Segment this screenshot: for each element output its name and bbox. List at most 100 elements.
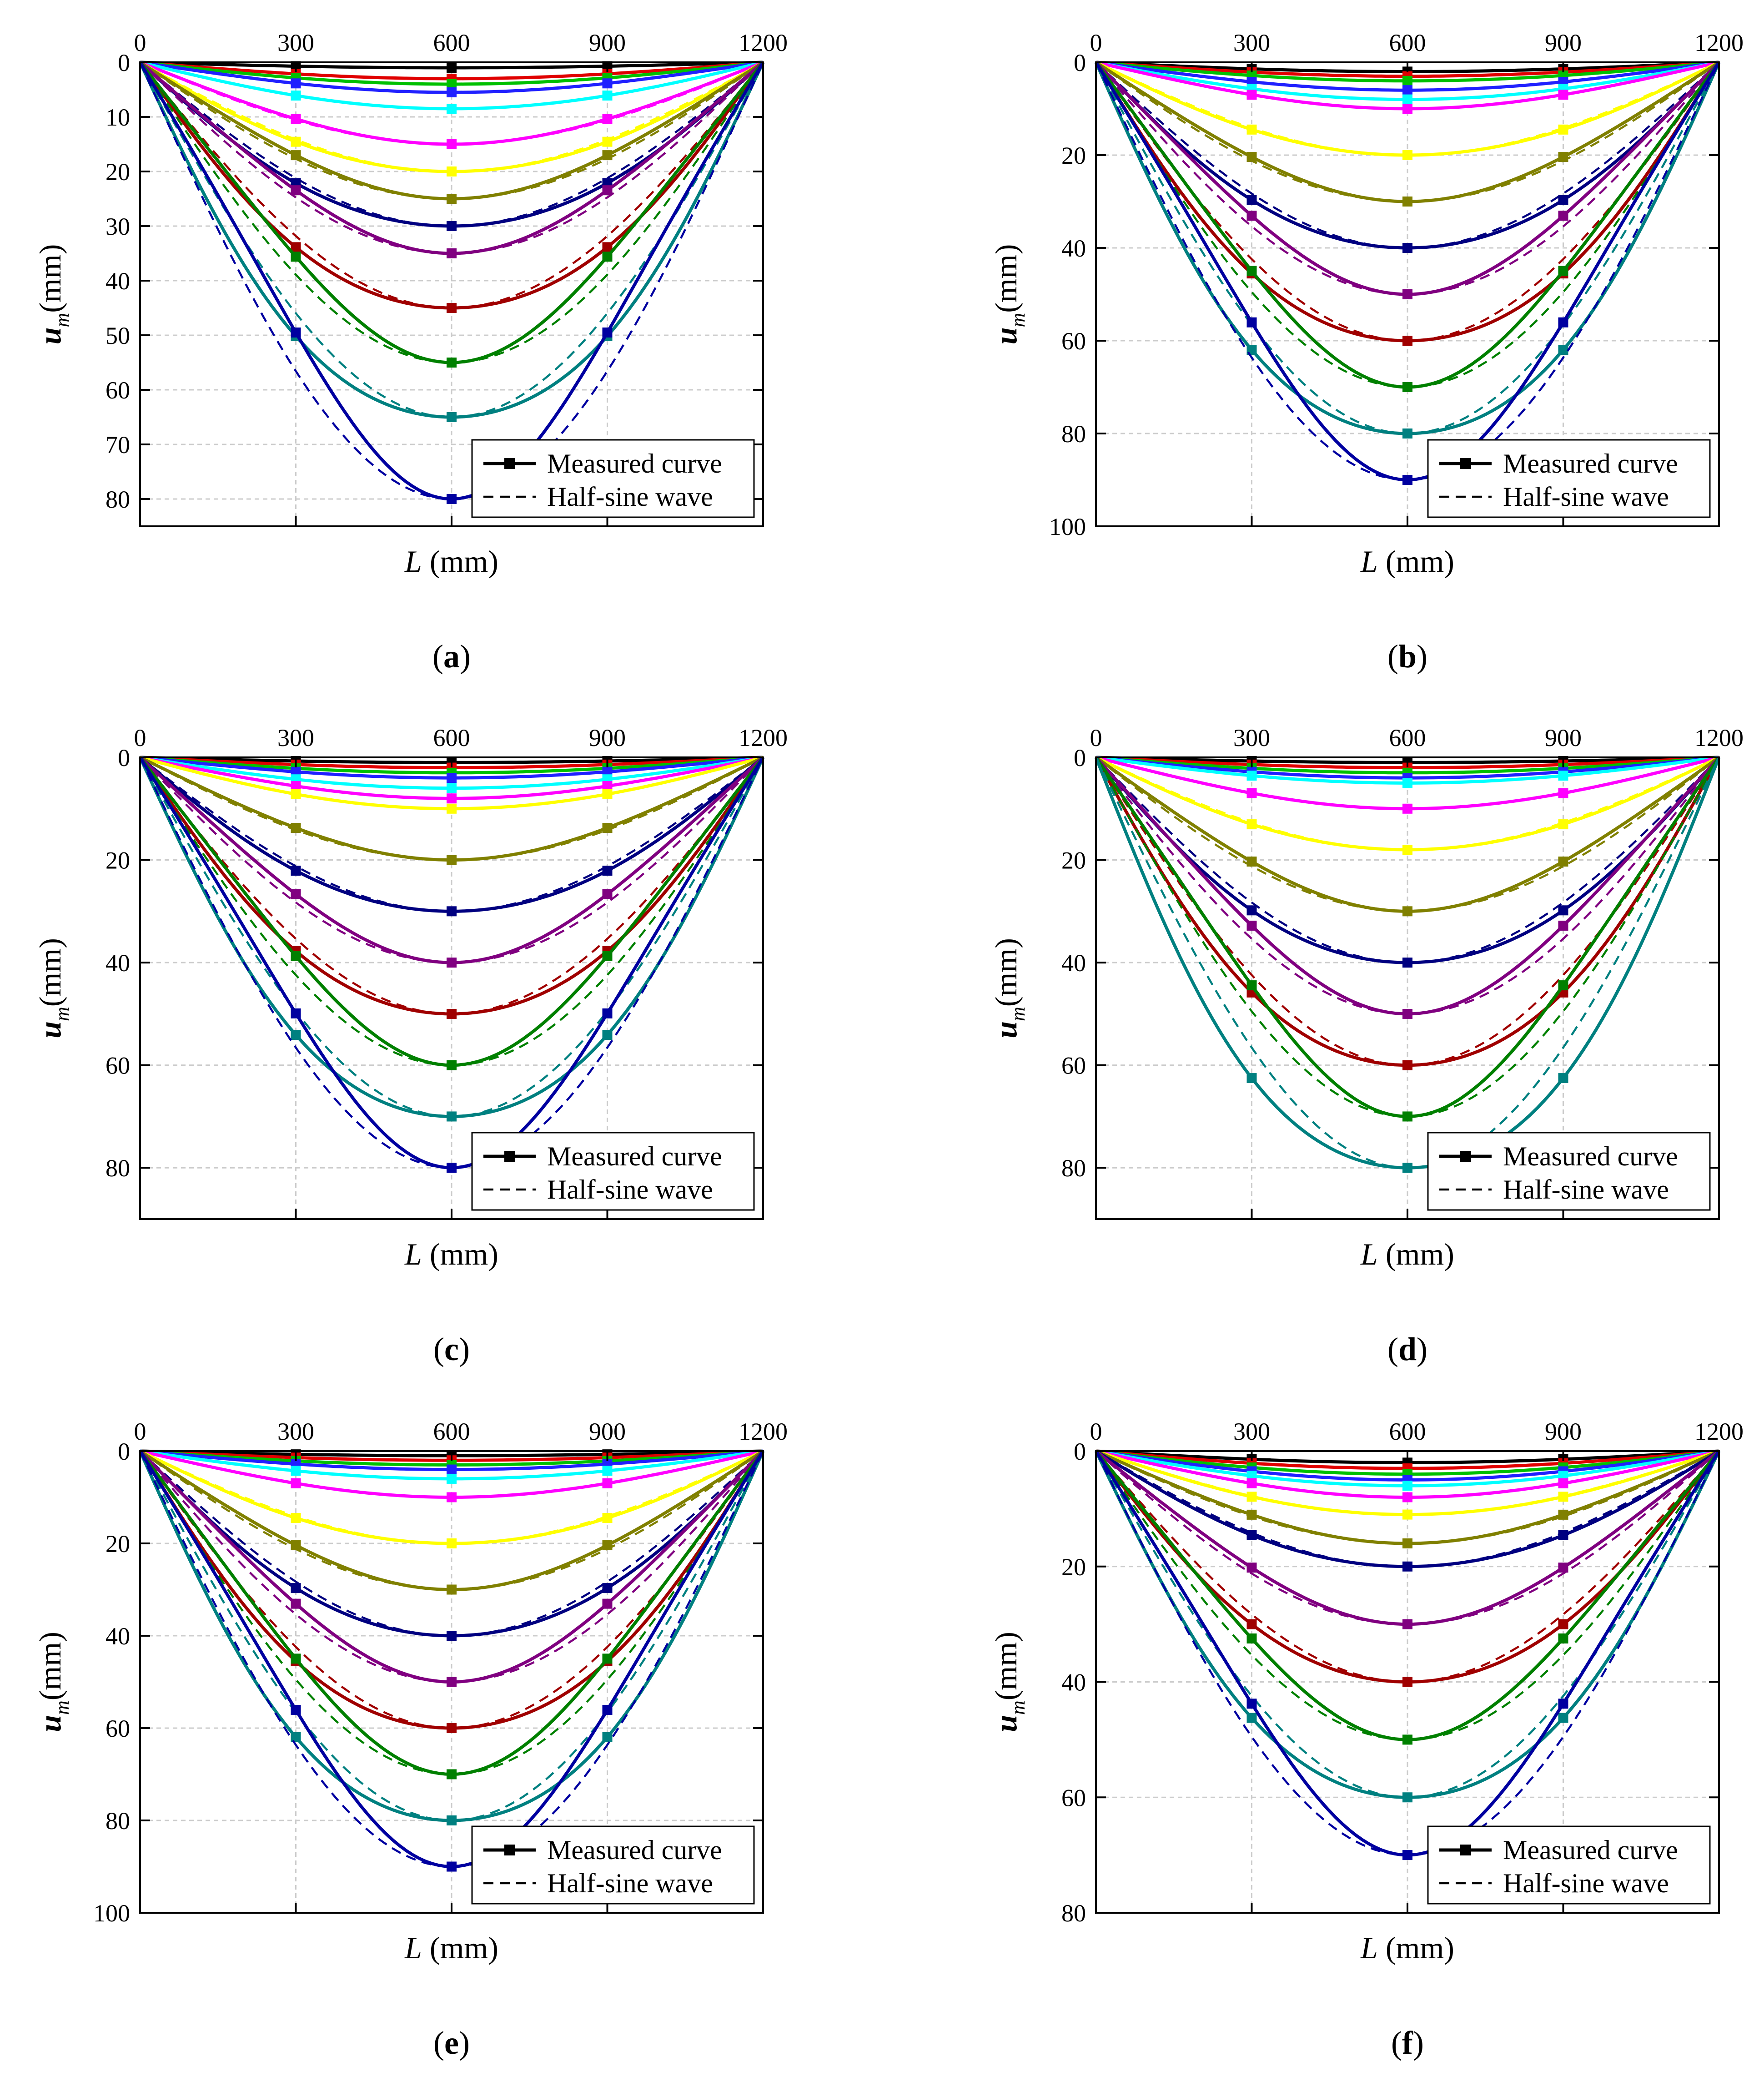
data-point-marker	[1558, 1699, 1568, 1709]
data-point-marker	[291, 252, 301, 262]
data-point-marker	[1246, 1563, 1257, 1573]
data-point-marker	[447, 412, 457, 422]
x-tick-label: 1200	[739, 29, 788, 56]
data-point-marker	[1558, 788, 1568, 798]
data-point-marker	[602, 91, 613, 101]
data-point-marker	[1402, 76, 1412, 86]
legend-halfsine-label: Half-sine wave	[547, 1868, 713, 1898]
data-point-marker	[291, 781, 301, 791]
data-point-marker	[1558, 1509, 1568, 1520]
data-point-marker	[602, 1653, 613, 1664]
x-axis-label: L (mm)	[404, 544, 498, 579]
data-point-marker	[1402, 906, 1412, 917]
legend-measured-marker	[504, 458, 515, 469]
data-point-marker	[447, 1473, 457, 1484]
data-point-marker	[1402, 1561, 1412, 1572]
subfigure-label: (d)	[1387, 1331, 1427, 1367]
y-axis-label: um(mm)	[989, 1632, 1029, 1732]
data-point-marker	[1402, 1792, 1412, 1803]
data-point-marker	[447, 303, 457, 313]
data-point-marker	[602, 951, 613, 961]
data-point-marker	[291, 1704, 301, 1715]
data-point-marker	[1402, 1734, 1412, 1745]
legend-box	[1427, 439, 1711, 518]
data-point-marker	[447, 248, 457, 258]
y-tick-label: 60	[106, 377, 130, 404]
data-point-marker	[1402, 1492, 1412, 1502]
legend-measured-label: Measured curve	[547, 1141, 722, 1171]
x-axis-label: L (mm)	[1360, 1237, 1454, 1271]
data-point-marker	[447, 1677, 457, 1687]
data-point-marker	[602, 822, 613, 833]
data-point-marker	[447, 855, 457, 865]
data-point-marker	[1402, 1163, 1412, 1173]
x-tick-label: 1200	[1694, 1418, 1744, 1445]
y-axis-label: um(mm)	[33, 1632, 73, 1732]
y-tick-label: 60	[106, 1052, 130, 1079]
y-tick-label: 80	[1061, 1154, 1086, 1182]
legend-halfsine-label: Half-sine wave	[1503, 482, 1669, 512]
x-tick-label: 600	[1389, 724, 1426, 751]
legend-measured-marker	[1460, 1151, 1471, 1162]
x-tick-label: 900	[589, 1418, 626, 1445]
y-tick-label: 0	[1074, 744, 1086, 771]
data-point-marker	[1402, 1481, 1412, 1491]
data-point-marker	[1246, 211, 1257, 221]
data-point-marker	[291, 1513, 301, 1523]
half-sine-curve	[139, 62, 764, 500]
half-sine-curve	[139, 1451, 764, 1868]
data-point-marker	[1558, 1619, 1568, 1629]
data-point-marker	[1558, 905, 1568, 916]
y-tick-label: 80	[1061, 1900, 1086, 1927]
y-axis-label: um(mm)	[989, 938, 1029, 1038]
data-point-marker	[447, 958, 457, 968]
x-axis-label: L (mm)	[404, 1237, 498, 1271]
x-tick-label: 300	[1233, 724, 1270, 751]
x-tick-label: 1200	[1694, 724, 1744, 751]
legend-box	[1427, 1825, 1711, 1905]
data-point-marker	[291, 150, 301, 161]
data-point-marker	[1402, 1538, 1412, 1548]
data-point-marker	[1558, 819, 1568, 830]
data-point-marker	[291, 1030, 301, 1040]
legend-halfsine-label: Half-sine wave	[547, 482, 713, 512]
data-point-marker	[447, 1861, 457, 1872]
data-point-marker	[1402, 1111, 1412, 1122]
data-point-marker	[447, 1492, 457, 1502]
half-sine-curve	[1095, 61, 1720, 435]
data-point-marker	[291, 1583, 301, 1593]
data-point-marker	[291, 766, 301, 777]
y-tick-label: 80	[106, 1807, 130, 1835]
subfigure-label: (c)	[433, 1331, 470, 1367]
legend-box	[471, 439, 755, 518]
subfigure-label: (e)	[433, 2025, 470, 2061]
data-point-marker	[447, 1631, 457, 1641]
data-point-marker	[1402, 104, 1412, 114]
data-point-marker	[1558, 195, 1568, 205]
half-sine-curve	[139, 61, 764, 227]
data-point-marker	[1402, 289, 1412, 299]
data-point-marker	[1402, 1850, 1412, 1860]
x-axis-label: L (mm)	[1360, 544, 1454, 579]
data-point-marker	[291, 114, 301, 124]
data-point-marker	[602, 1704, 613, 1715]
data-point-marker	[1246, 1492, 1257, 1502]
x-tick-label: 600	[433, 1418, 470, 1445]
data-point-marker	[602, 1583, 613, 1593]
data-point-marker	[1402, 845, 1412, 855]
data-point-marker	[602, 1466, 613, 1476]
data-point-marker	[1246, 788, 1257, 798]
data-point-marker	[1246, 317, 1257, 328]
data-point-marker	[291, 1008, 301, 1018]
legend-halfsine-label: Half-sine wave	[1503, 1868, 1669, 1898]
data-point-marker	[1246, 124, 1257, 135]
data-point-marker	[447, 358, 457, 368]
data-point-marker	[447, 1464, 457, 1475]
data-point-marker	[1246, 1073, 1257, 1084]
half-sine-curve	[1095, 61, 1720, 249]
data-point-marker	[447, 1538, 457, 1548]
data-point-marker	[1246, 266, 1257, 276]
data-point-marker	[1402, 1509, 1412, 1520]
subfigure-label: (b)	[1387, 638, 1427, 675]
